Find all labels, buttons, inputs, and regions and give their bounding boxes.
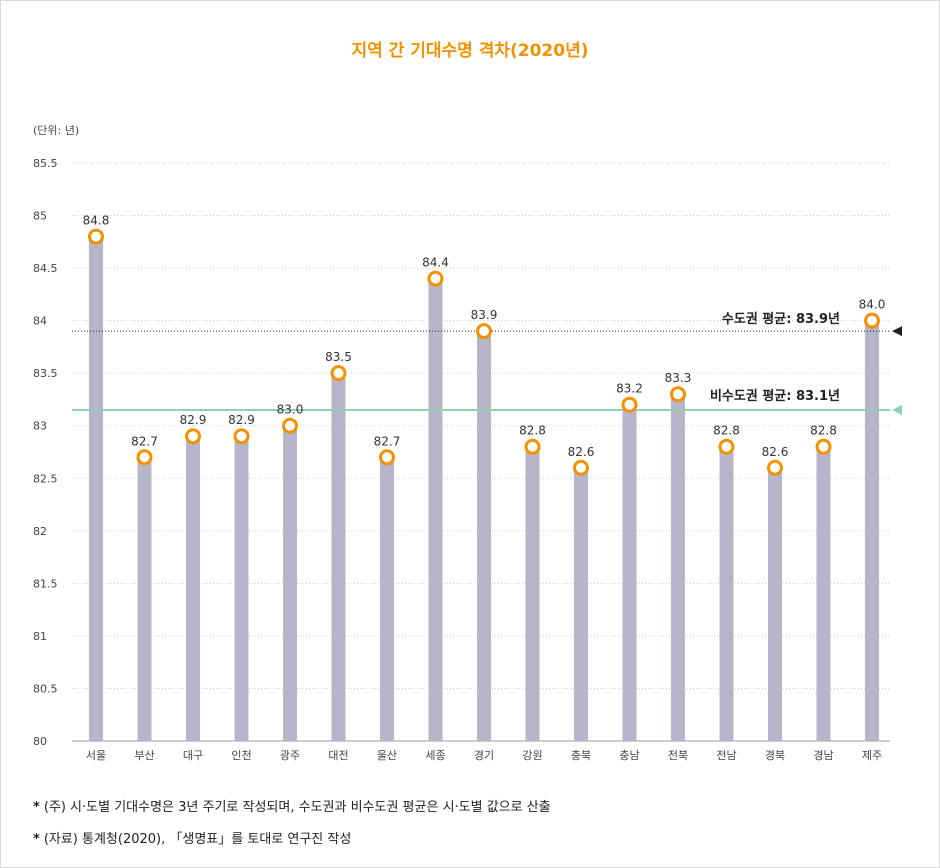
bar <box>477 331 491 741</box>
bar <box>719 446 734 741</box>
bar <box>865 320 879 741</box>
bar-marker <box>718 438 735 455</box>
bar <box>380 457 394 741</box>
bar <box>428 278 443 741</box>
data-label: 82.7 <box>374 434 401 448</box>
x-tick-label: 세종 <box>425 749 445 762</box>
bar-marker <box>282 417 298 434</box>
data-label: 83.9 <box>471 308 498 322</box>
y-tick-label: 80.5 <box>33 682 58 695</box>
y-tick-label: 81 <box>33 630 47 643</box>
footnote-marker: * <box>33 832 40 847</box>
x-tick-label: 광주 <box>280 749 300 762</box>
data-label: 84.8 <box>83 214 110 228</box>
y-tick-label: 81.5 <box>33 577 58 590</box>
value-labels: 84.8 82.7 82.9 82.9 83.0 83.5 82.7 84.4 83.9 82.8… <box>83 214 886 459</box>
bar <box>525 446 540 741</box>
y-tick-label: 83.5 <box>33 367 58 380</box>
metro-average-label: 수도권 평균: 83.9년 <box>722 311 840 327</box>
bar <box>89 236 103 741</box>
bar <box>137 457 152 741</box>
y-tick-label: 82.5 <box>33 472 58 485</box>
x-axis-ticks: 서울 부산 대구 인천 광주 대전 울산 세종 경기 강원 충북 충남 전북 전남 경북 경남 제주 <box>86 748 882 762</box>
bar-marker <box>815 438 832 455</box>
x-tick-label: 제주 <box>862 749 882 762</box>
data-label: 82.7 <box>131 434 158 448</box>
y-axis-ticks: 80 80.5 81 81.5 82 82.5 83 83.5 84 84.5 85 85.5 <box>33 157 58 748</box>
data-label: 82.9 <box>228 413 255 427</box>
footnote-text: (자료) 통계청(2020), 「생명표」를 토대로 연구진 작성 <box>43 832 352 847</box>
data-label: 83.2 <box>616 382 643 396</box>
x-tick-label: 경남 <box>813 749 833 762</box>
data-label: 83.0 <box>277 403 304 417</box>
nonmetro-average-arrow <box>892 404 902 415</box>
bar-marker <box>476 323 492 340</box>
y-tick-label: 80 <box>33 735 47 748</box>
bar <box>186 436 200 741</box>
bar <box>622 404 637 741</box>
y-tick-label: 84 <box>33 315 47 328</box>
bar <box>768 467 782 741</box>
bar-marker <box>573 459 589 476</box>
data-label: 82.6 <box>568 445 595 459</box>
x-tick-label: 전남 <box>716 749 736 762</box>
x-tick-label: 부산 <box>134 749 154 762</box>
data-label: 82.8 <box>519 424 546 438</box>
bar-marker <box>670 386 686 403</box>
x-tick-label: 울산 <box>377 749 397 762</box>
data-label: 83.3 <box>665 371 692 385</box>
bar-marker <box>136 449 153 466</box>
x-tick-label: 경기 <box>474 749 494 762</box>
x-tick-label: 서울 <box>86 749 106 762</box>
bar-marker <box>524 438 541 455</box>
x-tick-label: 충남 <box>619 749 639 762</box>
bar-marker <box>185 428 201 445</box>
bar <box>574 467 588 741</box>
x-tick-label: 충북 <box>571 749 591 762</box>
bar <box>234 436 249 741</box>
bar-marker <box>330 365 347 382</box>
x-tick-label: 대전 <box>328 749 348 762</box>
x-tick-label: 대구 <box>183 749 203 762</box>
bar <box>816 446 831 741</box>
y-tick-label: 85 <box>33 210 47 223</box>
bar-marker <box>427 270 444 287</box>
y-tick-label: 84.5 <box>33 262 58 275</box>
y-tick-label: 85.5 <box>33 157 58 170</box>
data-label: 84.0 <box>859 298 886 312</box>
y-tick-label: 82 <box>33 525 47 538</box>
x-tick-label: 인천 <box>231 748 251 762</box>
chart-title: 지역 간 기대수명 격차(2020년) <box>351 41 589 61</box>
data-label: 82.6 <box>762 445 789 459</box>
data-label: 82.8 <box>810 424 837 438</box>
data-label: 82.8 <box>713 424 740 438</box>
y-tick-label: 83 <box>33 420 47 433</box>
x-tick-label: 강원 <box>522 749 542 762</box>
bar-marker <box>88 228 104 245</box>
bar-marker <box>621 396 638 413</box>
nonmetro-average-label: 비수도권 평균: 83.1년 <box>710 388 840 404</box>
footnote-marker: * <box>33 800 40 815</box>
data-label: 84.4 <box>422 256 449 270</box>
bar <box>331 373 346 741</box>
bar <box>283 425 297 741</box>
data-label: 83.5 <box>325 350 352 364</box>
bars <box>89 236 879 741</box>
x-tick-label: 경북 <box>765 749 785 762</box>
footnote-2: * (자료) 통계청(2020), 「생명표」를 토대로 연구진 작성 <box>33 828 351 847</box>
bar-marker <box>864 312 880 329</box>
bar-marker <box>379 449 395 466</box>
x-tick-label: 전북 <box>668 749 688 762</box>
footnote-text: (주) 시·도별 기대수명은 3년 주기로 작성되며, 수도권과 비수도권 평균… <box>43 800 551 815</box>
unit-label: (단위: 년) <box>33 124 79 137</box>
bar <box>671 394 685 741</box>
bar-marker <box>233 428 250 445</box>
data-label: 82.9 <box>180 413 207 427</box>
footnote-1: * (주) 시·도별 기대수명은 3년 주기로 작성되며, 수도권과 비수도권 평… <box>33 796 551 815</box>
metro-average-arrow <box>892 326 902 337</box>
value-markers <box>88 228 880 476</box>
bar-marker <box>767 459 783 476</box>
